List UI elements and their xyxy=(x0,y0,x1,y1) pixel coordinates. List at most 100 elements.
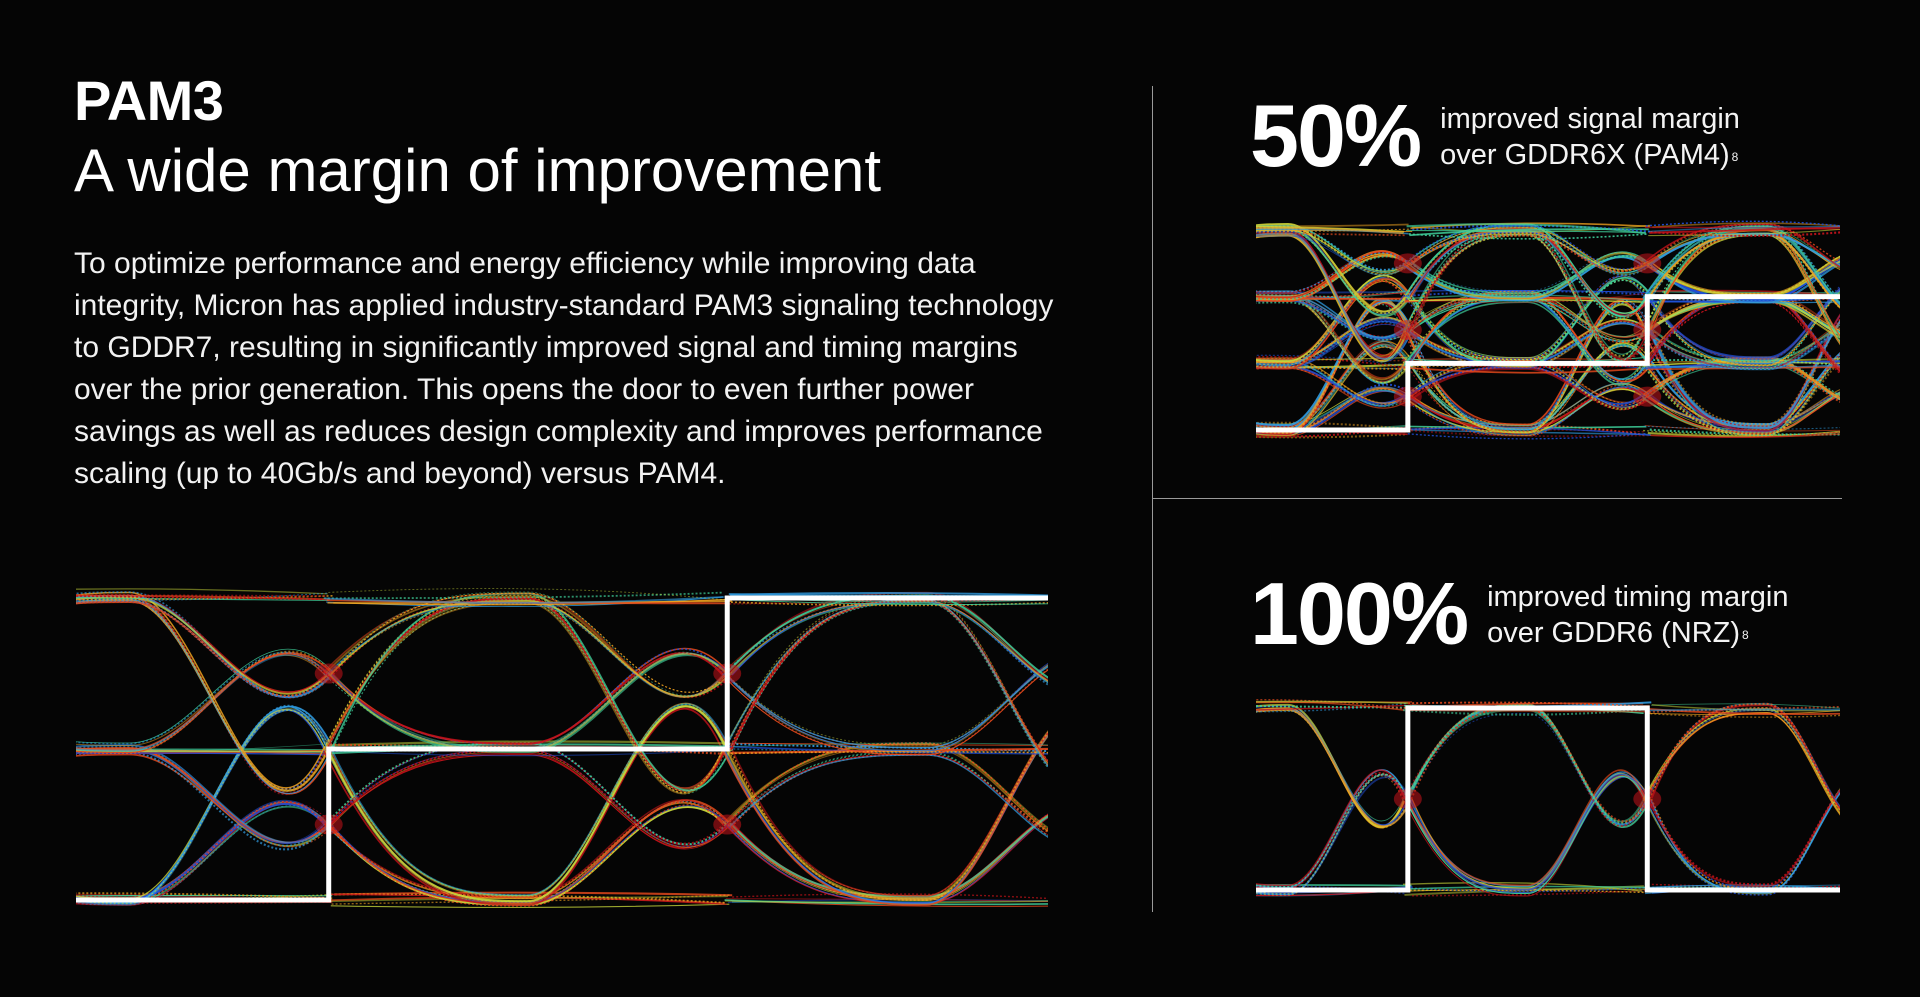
eye-trace xyxy=(331,601,732,792)
eye-trace xyxy=(1650,256,1840,295)
eye-trace xyxy=(1645,789,1840,887)
pam3-eye-diagram xyxy=(76,588,1048,909)
eye-trace xyxy=(1403,708,1643,716)
timing-margin-stat: 100% improved timing margin over GDDR6 (… xyxy=(1250,570,1788,658)
eye-trace xyxy=(1644,325,1840,368)
eye-trace xyxy=(1404,769,1646,887)
eye-trace xyxy=(1642,708,1840,814)
eye-trace xyxy=(1256,235,1405,361)
eye-trace xyxy=(328,703,729,897)
eye-trace xyxy=(1649,787,1840,890)
eye-trace xyxy=(1410,429,1651,438)
eye-trace xyxy=(1404,295,1645,343)
eye-trace xyxy=(327,702,728,898)
eye-trace xyxy=(1411,341,1652,436)
eye-trace xyxy=(76,800,325,903)
eye-trace xyxy=(76,653,331,752)
eye-trace xyxy=(1412,224,1652,233)
eye-trace xyxy=(1406,252,1647,292)
eye-trace xyxy=(1650,289,1840,297)
eye-trace xyxy=(76,648,334,744)
eye-trace xyxy=(1256,774,1407,896)
eye-trace xyxy=(1256,366,1409,370)
eye-trace xyxy=(323,708,724,906)
eye-trace xyxy=(1256,252,1410,293)
eye-trace xyxy=(1649,361,1840,366)
eye-trace xyxy=(76,744,334,844)
eye-trace xyxy=(725,748,1048,753)
eye-trace xyxy=(1644,712,1840,810)
eye-trace xyxy=(1643,708,1840,813)
eye-trace xyxy=(1405,303,1648,434)
eye-trace xyxy=(724,662,1048,752)
eye-trace xyxy=(323,592,724,698)
eye-trace xyxy=(1645,220,1840,227)
eye-trace xyxy=(76,745,325,847)
eye-trace xyxy=(324,595,724,604)
eye-trace xyxy=(76,753,332,844)
eye-trace xyxy=(76,749,327,844)
eye-trace xyxy=(330,743,730,846)
eye-trace xyxy=(1644,788,1840,895)
eye-trace xyxy=(1644,328,1840,370)
eye-trace xyxy=(1648,320,1840,429)
eye-trace xyxy=(329,806,730,906)
eye-trace xyxy=(1405,293,1645,304)
eye-trace xyxy=(1256,708,1412,828)
eye-trace xyxy=(1256,231,1407,237)
eye-trace xyxy=(76,597,325,793)
eye-trace xyxy=(76,599,330,792)
eye-trace xyxy=(1411,367,1653,409)
eye-trace xyxy=(1407,251,1648,298)
eye-trace xyxy=(76,592,328,602)
eye-trace xyxy=(1648,360,1840,435)
eye-trace xyxy=(330,749,730,757)
eye-trace xyxy=(1256,773,1410,888)
eye-trace xyxy=(76,595,331,601)
eye-trace xyxy=(1643,429,1840,436)
eye-trace xyxy=(1256,769,1408,889)
eye-trace xyxy=(722,731,1048,905)
eye-trace xyxy=(1256,710,1409,829)
eye-trace xyxy=(1647,788,1840,889)
timing-margin-description: improved timing margin over GDDR6 (NRZ) 8 xyxy=(1487,577,1788,651)
eye-trace xyxy=(76,802,326,901)
eye-trace xyxy=(1647,319,1840,432)
eye-trace xyxy=(1256,277,1413,370)
eye-trace xyxy=(1651,226,1840,268)
timing-margin-value: 100% xyxy=(1250,564,1469,663)
eye-trace xyxy=(1256,255,1413,301)
eye-trace xyxy=(323,651,723,750)
eye-trace xyxy=(323,602,724,795)
eye-trace xyxy=(1644,285,1840,360)
eye-trace xyxy=(1407,231,1649,272)
eye-trace xyxy=(1651,431,1840,438)
eye-trace xyxy=(1405,290,1646,297)
eye-trace xyxy=(76,598,329,791)
eye-traces xyxy=(1256,220,1840,440)
intro-paragraph: To optimize performance and energy effic… xyxy=(74,247,1054,490)
eye-trace xyxy=(724,731,1048,900)
signal-margin-stat: 50% improved signal margin over GDDR6X (… xyxy=(1250,92,1740,180)
eye-trace xyxy=(1646,702,1840,812)
eye-trace xyxy=(330,749,730,848)
eye-trace xyxy=(1256,301,1412,427)
eye-trace xyxy=(323,652,723,745)
eye-trace xyxy=(1649,226,1840,234)
eye-trace xyxy=(724,599,1048,768)
eye-trace xyxy=(76,705,328,904)
eye-trace xyxy=(1256,358,1413,405)
eye-trace xyxy=(1403,775,1645,897)
eye-trace xyxy=(1648,225,1840,233)
eye-trace xyxy=(1404,708,1646,823)
eye-trace xyxy=(1404,772,1646,890)
eye-trace xyxy=(332,804,732,907)
eye-trace xyxy=(1642,233,1840,343)
footnote-marker: 8 xyxy=(1742,628,1749,642)
eye-trace xyxy=(722,731,1048,906)
eye-trace xyxy=(1256,707,1405,828)
eye-trace xyxy=(1407,775,1648,893)
eye-trace xyxy=(76,654,326,747)
eye-trace xyxy=(1406,223,1647,235)
eye-trace xyxy=(1256,345,1409,428)
